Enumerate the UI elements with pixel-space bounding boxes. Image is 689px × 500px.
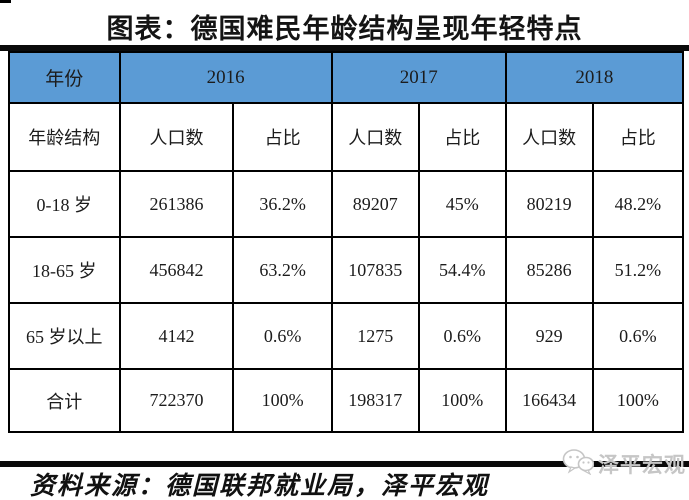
subheader-population: 人口数 — [504, 102, 594, 172]
subheader-share: 占比 — [591, 102, 685, 172]
subheader-row: 年龄结构 人口数 占比 人口数 占比 人口数 占比 — [8, 102, 685, 172]
share-cell: 51.2% — [591, 236, 685, 304]
subheader-population: 人口数 — [118, 102, 235, 172]
row-label: 0-18 岁 — [8, 170, 121, 238]
row-label: 合计 — [8, 368, 121, 433]
share-cell: 0.6% — [232, 302, 333, 370]
share-cell: 63.2% — [232, 236, 333, 304]
corner-artifact-mark — [0, 0, 11, 3]
population-cell: 722370 — [118, 368, 235, 433]
table-row: 合计 722370 100% 198317 100% 166434 100% — [8, 368, 685, 433]
share-cell: 100% — [232, 368, 333, 433]
population-cell: 166434 — [504, 368, 594, 433]
share-cell: 54.4% — [417, 236, 507, 304]
subheader-share: 占比 — [232, 102, 333, 172]
population-cell: 85286 — [504, 236, 594, 304]
population-cell: 4142 — [118, 302, 235, 370]
source-note: 资料来源：德国联邦就业局，泽平宏观 — [30, 473, 490, 500]
population-cell: 929 — [504, 302, 594, 370]
population-cell: 1275 — [330, 302, 420, 370]
watermark: 泽平宏观 — [562, 448, 686, 480]
share-cell: 100% — [417, 368, 507, 433]
subheader-population: 人口数 — [330, 102, 420, 172]
corner-year-label: 年份 — [8, 51, 121, 104]
population-cell: 80219 — [504, 170, 594, 238]
bottom-divider-line — [0, 461, 689, 467]
share-cell: 0.6% — [591, 302, 685, 370]
year-header-row: 年份 2016 2017 2018 — [8, 51, 685, 104]
figure-title: 图表：德国难民年龄结构呈现年轻特点 — [106, 14, 583, 44]
refugee-age-structure-table: 年份 2016 2017 2018 年龄结构 人口数 占比 人口数 占比 人口数 占比 0… — [8, 51, 685, 433]
share-cell: 45% — [417, 170, 507, 238]
table-row: 65 岁以上 4142 0.6% 1275 0.6% 929 0.6% — [8, 302, 685, 370]
row-header-label: 年龄结构 — [8, 102, 121, 172]
share-cell: 0.6% — [417, 302, 507, 370]
year-header-2018: 2018 — [504, 51, 685, 104]
top-divider-line — [0, 45, 689, 51]
row-label: 18-65 岁 — [8, 236, 121, 304]
table-row: 18-65 岁 456842 63.2% 107835 54.4% 85286 51.2% — [8, 236, 685, 304]
population-cell: 198317 — [330, 368, 420, 433]
share-cell: 100% — [591, 368, 685, 433]
wechat-logo-icon — [562, 448, 595, 480]
population-cell: 89207 — [330, 170, 420, 238]
population-cell: 107835 — [330, 236, 420, 304]
year-header-2017: 2017 — [330, 51, 507, 104]
population-cell: 456842 — [118, 236, 235, 304]
row-label: 65 岁以上 — [8, 302, 121, 370]
table-row: 0-18 岁 261386 36.2% 89207 45% 80219 48.2% — [8, 170, 685, 238]
share-cell: 48.2% — [591, 170, 685, 238]
year-header-2016: 2016 — [118, 51, 333, 104]
population-cell: 261386 — [118, 170, 235, 238]
subheader-share: 占比 — [417, 102, 507, 172]
share-cell: 36.2% — [232, 170, 333, 238]
watermark-text: 泽平宏观 — [598, 453, 686, 477]
